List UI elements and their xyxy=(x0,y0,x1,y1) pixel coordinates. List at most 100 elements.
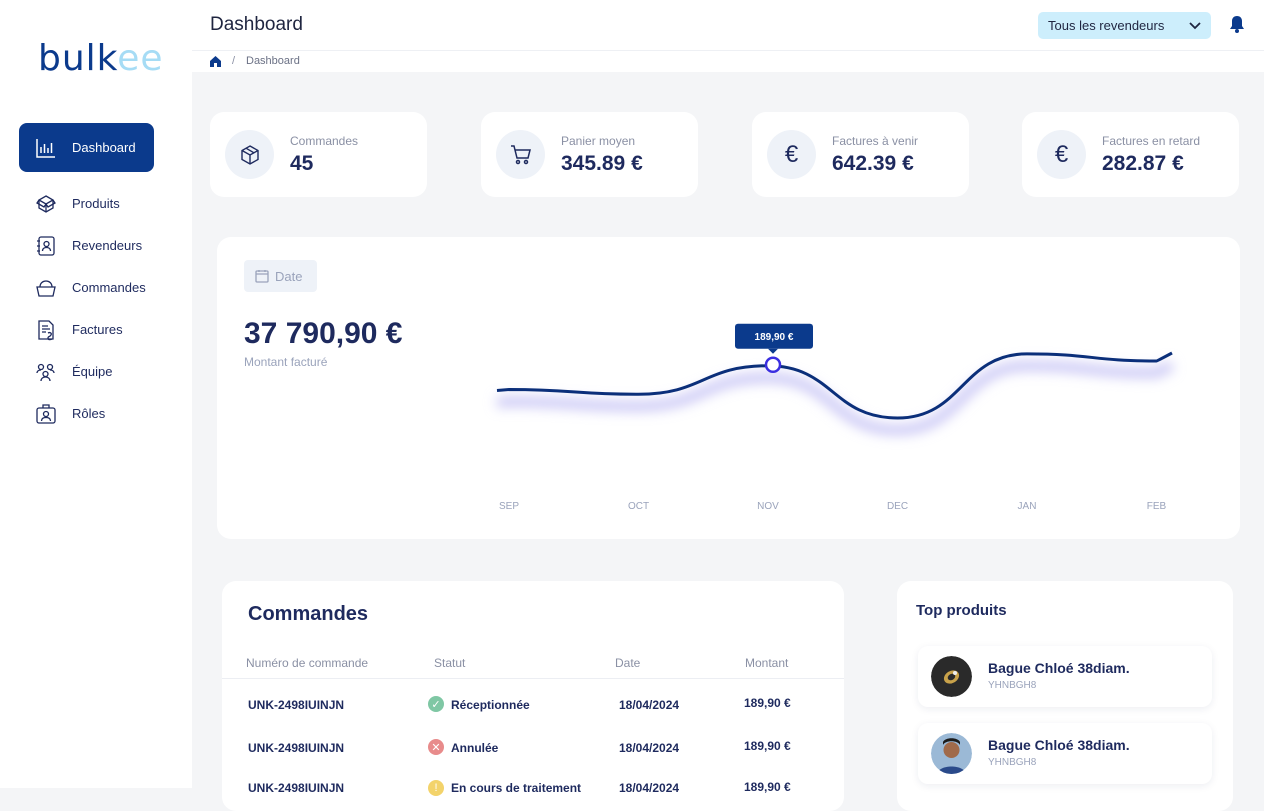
sidebar-item-label: Factures xyxy=(72,322,123,337)
sidebar-item-label: Rôles xyxy=(72,406,106,421)
sidebar-item-equipe[interactable]: Équipe xyxy=(19,347,154,396)
x-tick-label: DEC xyxy=(887,501,908,512)
sidebar-item-commandes[interactable]: Commandes xyxy=(19,263,154,312)
sidebar-item-factures[interactable]: Factures xyxy=(19,305,154,354)
x-tick-label: NOV xyxy=(757,501,779,512)
chart-icon xyxy=(36,138,55,158)
reseller-select-value: Tous les revendeurs xyxy=(1048,18,1165,33)
product-item[interactable]: Bague Chloé 38diam. YHNBGH8 xyxy=(918,646,1212,707)
order-number: UNK-2498IUINJN xyxy=(248,698,345,712)
clock-icon: ! xyxy=(428,780,444,796)
tooltip-pointer xyxy=(768,348,778,354)
revenue-amount: 37 790,90 € xyxy=(244,317,403,350)
breadcrumb: / Dashboard xyxy=(192,51,1264,72)
logo[interactable]: bulkee xyxy=(38,38,164,79)
divider xyxy=(222,678,844,679)
order-number: UNK-2498IUINJN xyxy=(248,781,345,795)
breadcrumb-current[interactable]: Dashboard xyxy=(246,55,300,67)
sidebar-item-dashboard[interactable]: Dashboard xyxy=(19,123,154,172)
chevron-down-icon xyxy=(1189,21,1201,29)
order-status: Annulée xyxy=(451,741,499,755)
data-point-marker[interactable] xyxy=(764,356,782,373)
revenue-label: Montant facturé xyxy=(244,355,328,369)
order-date: 18/04/2024 xyxy=(619,741,680,755)
x-tick-label: FEB xyxy=(1147,501,1167,512)
column-header: Numéro de commande xyxy=(246,656,369,670)
euro-icon: € xyxy=(1037,130,1086,179)
top-products-card: Top produits Bague Chloé 38diam. YHNBGH8… xyxy=(897,581,1233,811)
product-avatar xyxy=(931,656,972,697)
product-sku: YHNBGH8 xyxy=(988,680,1037,691)
x-tick-label: OCT xyxy=(628,501,649,512)
contact-icon xyxy=(37,235,55,256)
sidebar-item-label: Commandes xyxy=(72,280,146,295)
sidebar-item-label: Produits xyxy=(72,196,120,211)
x-tick-label: JAN xyxy=(1018,501,1037,512)
stat-label: Panier moyen xyxy=(561,134,636,148)
top-bar: Dashboard Tous les revendeurs xyxy=(192,0,1264,51)
stat-value: 45 xyxy=(290,152,314,175)
box-icon xyxy=(36,194,56,213)
product-item[interactable]: Bague Chloé 38diam. YHNBGH8 xyxy=(918,723,1212,784)
line-chart: SEP OCT NOV DEC JAN FEB 189,90 € xyxy=(496,323,1175,512)
series-glow xyxy=(496,360,1175,436)
stat-label: Factures en retard xyxy=(1102,134,1201,148)
product-name: Bague Chloé 38diam. xyxy=(988,737,1130,753)
series-line xyxy=(496,351,1173,420)
order-number: UNK-2498IUINJN xyxy=(248,741,345,755)
order-amount: 189,90 € xyxy=(744,780,791,794)
date-filter-label: Date xyxy=(275,268,303,284)
stat-value: 345.89 € xyxy=(561,152,643,175)
calendar-icon xyxy=(255,270,269,283)
order-amount: 189,90 € xyxy=(744,739,791,753)
stat-card-factures-avenir: € Factures à venir 642.39 € xyxy=(752,112,969,197)
sidebar-item-revendeurs[interactable]: Revendeurs xyxy=(19,221,154,270)
column-header: Statut xyxy=(434,656,466,670)
tooltip-box xyxy=(735,323,813,349)
stat-value: 282.87 € xyxy=(1102,152,1184,175)
column-header: Date xyxy=(615,656,641,670)
basket-icon xyxy=(36,279,56,297)
product-name: Bague Chloé 38diam. xyxy=(988,660,1130,676)
revenue-chart-card: Date 37 790,90 € Montant facturé SEP OCT N… xyxy=(217,237,1240,539)
badge-icon xyxy=(36,403,56,424)
team-icon xyxy=(36,363,55,381)
date-filter-button[interactable]: Date xyxy=(244,260,317,292)
tooltip-label: 189,90 € xyxy=(755,332,794,343)
stat-label: Commandes xyxy=(290,134,359,148)
stat-value: 642.39 € xyxy=(832,152,914,175)
order-date: 18/04/2024 xyxy=(619,698,680,712)
page-title: Dashboard xyxy=(210,14,303,35)
x-tick-label: SEP xyxy=(499,501,519,512)
sidebar: bulkee Dashboard Produits Revendeurs Com… xyxy=(0,0,192,788)
close-icon: ✕ xyxy=(428,739,444,755)
top-products-title: Top produits xyxy=(916,602,1007,619)
box-icon xyxy=(225,130,274,179)
orders-card: Commandes Numéro de commande Statut Date… xyxy=(222,581,844,811)
sidebar-item-label: Équipe xyxy=(72,364,113,379)
euro-icon: € xyxy=(767,130,816,179)
reseller-select[interactable]: Tous les revendeurs xyxy=(1038,12,1211,39)
order-date: 18/04/2024 xyxy=(619,781,680,795)
stat-label: Factures à venir xyxy=(832,134,919,148)
order-amount: 189,90 € xyxy=(744,696,791,710)
breadcrumb-separator: / xyxy=(232,55,236,67)
sidebar-item-label: Revendeurs xyxy=(72,238,143,253)
check-icon: ✓ xyxy=(428,696,444,712)
stat-card-panier: Panier moyen 345.89 € xyxy=(481,112,698,197)
stat-card-factures-retard: € Factures en retard 282.87 € xyxy=(1022,112,1239,197)
column-header: Montant xyxy=(745,656,789,670)
order-status: Réceptionnée xyxy=(451,698,530,712)
sidebar-item-label: Dashboard xyxy=(72,140,136,155)
product-sku: YHNBGH8 xyxy=(988,757,1037,768)
stat-card-commandes: Commandes 45 xyxy=(210,112,427,197)
cart-icon xyxy=(496,130,545,179)
order-status: En cours de traitement xyxy=(451,781,582,795)
invoice-icon xyxy=(38,319,54,340)
home-icon[interactable] xyxy=(209,55,222,68)
bell-icon[interactable] xyxy=(1229,15,1245,33)
sidebar-item-roles[interactable]: Rôles xyxy=(19,389,154,438)
orders-title: Commandes xyxy=(248,603,369,625)
product-avatar xyxy=(931,733,972,774)
sidebar-item-produits[interactable]: Produits xyxy=(19,179,154,228)
